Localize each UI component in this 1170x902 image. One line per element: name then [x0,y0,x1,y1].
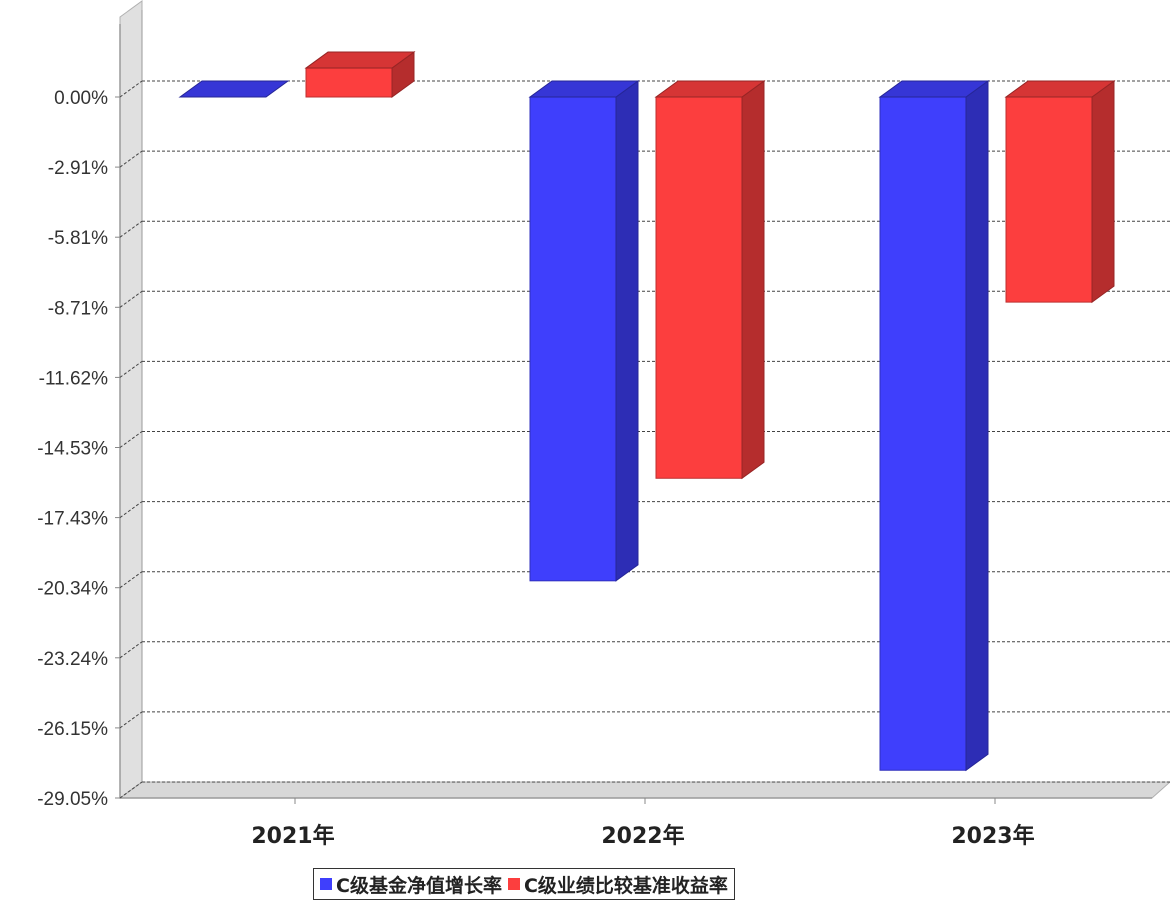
y-tick-label: -17.43% [37,509,108,530]
legend-label-series-2: C级业绩比较基准收益率 [523,874,728,897]
floor [118,781,1170,799]
gridline-diag [119,80,143,98]
gridline-diag [119,290,143,308]
y-axis-ticks: 0.00% -2.91% -5.81% -8.71% -11.62% -14.53% -17… [37,88,120,810]
gridline-diag [119,501,143,519]
gridline-diag [119,641,143,659]
y-tick-label: -14.53% [37,439,108,460]
legend-swatch-series-2 [507,878,520,890]
bar-1-2021年 [178,80,290,98]
x-axis-ticks: 2021年 2022年 2023年 [251,798,1035,849]
y-tick-label: -26.15% [37,719,108,740]
gridline-diag [119,220,143,238]
y-tick-label: -11.62% [39,368,108,389]
x-tick-label: 2022年 [601,823,684,849]
x-tick-label: 2023年 [951,823,1034,849]
gridline-diag [119,781,143,799]
x-tick-label: 2021年 [251,823,334,849]
plot-frame [118,0,1170,799]
y-tick-label: -29.05% [37,789,108,810]
legend-item-series-1: C级基金净值增长率 [320,871,502,898]
legend: C级基金净值增长率 C级业绩比较基准收益率 [313,868,735,900]
bar-1-2023年 [878,80,990,772]
bar-2-2023年 [1004,80,1116,304]
y-tick-label: -2.91% [48,158,108,179]
gridline-diag [119,360,143,378]
y-tick-label: -20.34% [37,579,108,600]
gridline-diag [119,150,143,168]
y-tick-label: -8.71% [48,298,108,319]
legend-swatch-series-1 [320,878,332,890]
y-tick-label: 0.00% [54,88,108,109]
bar-2-2022年 [654,80,766,480]
y-tick-label: -5.81% [48,228,108,249]
left-wall [119,0,143,799]
bars [178,51,1116,772]
legend-label-series-1: C级基金净值增长率 [336,874,502,897]
y-tick-label: -23.24% [37,649,108,670]
gridline-diag [119,711,143,729]
gridline-diag [119,431,143,448]
bar-1-2022年 [528,80,640,582]
bar-2-2021年 [304,51,416,98]
gridline-diag [119,571,143,589]
legend-item-series-2: C级业绩比较基准收益率 [507,871,728,898]
